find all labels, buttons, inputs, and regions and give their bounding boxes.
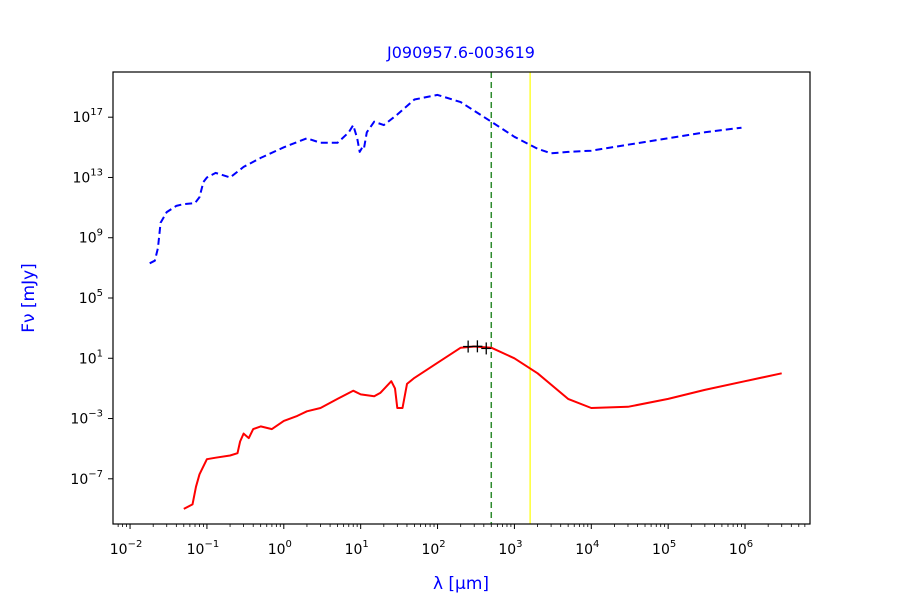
x-tick-label: 102 xyxy=(421,539,445,558)
y-tick-label: 10−7 xyxy=(70,469,103,488)
y-tick-label: 1017 xyxy=(72,107,103,126)
y-tick-label: 109 xyxy=(79,228,103,247)
y-axis-ticks: 10−7 10−3 101 105 109 1013 1017 xyxy=(70,107,113,488)
y-axis-label: Fν [mJy] xyxy=(19,263,39,333)
chart-title: J090957.6-003619 xyxy=(386,43,535,62)
x-tick-label: 106 xyxy=(729,539,753,558)
x-tick-label: 100 xyxy=(268,539,292,558)
data-point-marker xyxy=(481,342,492,355)
x-tick-label: 10−1 xyxy=(187,539,220,558)
x-tick-label: 103 xyxy=(498,539,522,558)
series-layer xyxy=(149,93,782,510)
y-tick-label: 10−3 xyxy=(70,409,103,428)
x-tick-label: 101 xyxy=(345,539,369,558)
series-line-2 xyxy=(183,345,782,510)
series-line-1 xyxy=(149,93,742,265)
x-tick-label: 105 xyxy=(652,539,676,558)
data-point-marker xyxy=(472,340,483,353)
y-tick-label: 105 xyxy=(79,288,103,307)
x-axis-label: λ [μm] xyxy=(433,574,489,594)
x-tick-label: 10−2 xyxy=(110,539,143,558)
y-tick-label: 101 xyxy=(79,348,103,367)
plot-background xyxy=(113,72,810,524)
x-axis-ticks: 10−2 10−1 100 101 102 103 104 105 106 xyxy=(110,524,806,558)
data-points-layer xyxy=(463,340,492,355)
vertical-lines xyxy=(490,72,531,524)
data-point-marker xyxy=(463,340,474,353)
y-tick-label: 1013 xyxy=(72,167,103,186)
x-tick-label: 104 xyxy=(575,539,599,558)
